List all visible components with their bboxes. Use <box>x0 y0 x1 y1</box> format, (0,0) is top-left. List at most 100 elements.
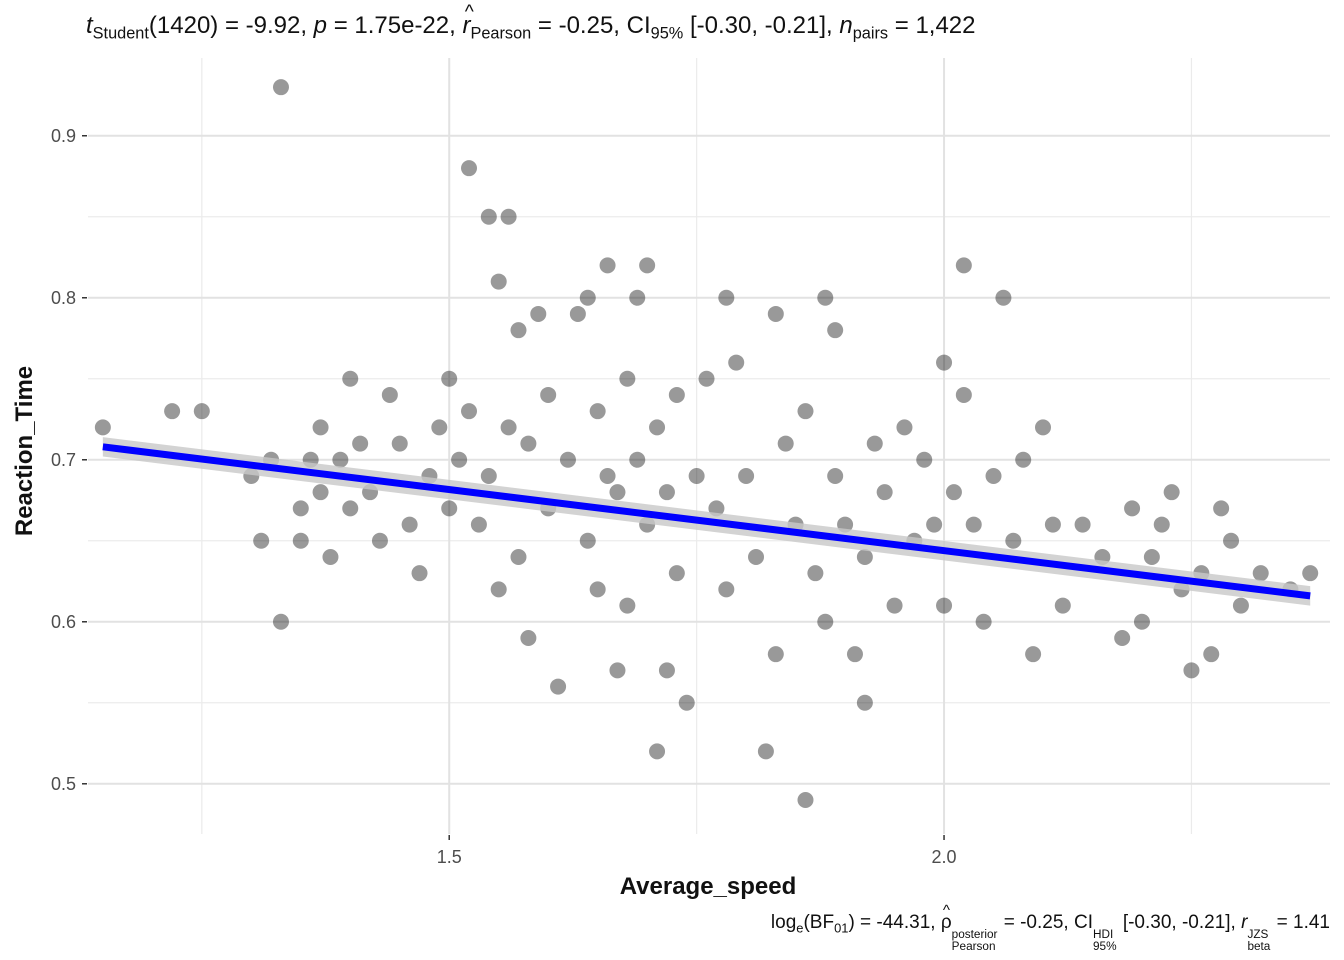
r-superscript: JZS <box>1247 928 1269 942</box>
log-label: log <box>770 912 797 933</box>
regression-line <box>102 443 1311 600</box>
data-point <box>738 467 755 484</box>
data-point <box>1252 565 1269 582</box>
data-point <box>886 597 903 614</box>
ci-subscript: 95% <box>1092 940 1117 954</box>
y-axis-title: Reaction_Time <box>11 366 38 536</box>
data-point <box>292 532 309 549</box>
data-point <box>995 289 1012 306</box>
x-tick-label: 1.5 <box>437 847 462 867</box>
data-point <box>817 613 834 630</box>
data-point <box>936 597 953 614</box>
data-point <box>530 305 547 322</box>
y-tick-label: 0.9 <box>51 126 76 146</box>
data-point <box>718 581 735 598</box>
data-point <box>609 484 626 501</box>
r-beta-value: = 1.41 <box>1271 912 1330 933</box>
data-point <box>490 273 507 290</box>
data-point <box>480 208 497 225</box>
data-point <box>1005 532 1022 549</box>
data-point <box>589 403 606 420</box>
data-point <box>609 662 626 679</box>
data-point <box>520 435 537 452</box>
data-point <box>649 743 666 760</box>
data-point <box>1232 597 1249 614</box>
data-point <box>955 257 972 274</box>
y-tick-label: 0.6 <box>51 612 76 632</box>
data-point <box>94 419 111 436</box>
data-point <box>1153 516 1170 533</box>
regression-line-group <box>102 437 1311 606</box>
axis-ticks: 0.5 0.6 0.7 0.8 0.9 1.5 2.0 <box>51 126 957 867</box>
data-point <box>698 370 715 387</box>
data-point <box>1114 629 1131 646</box>
rho-label: ρ <box>941 902 952 934</box>
data-point <box>658 662 675 679</box>
data-point <box>292 500 309 517</box>
data-point <box>451 451 468 468</box>
data-point <box>1183 662 1200 679</box>
data-point <box>827 322 844 339</box>
data-point <box>955 386 972 403</box>
data-point <box>797 791 814 808</box>
data-point <box>856 548 873 565</box>
data-point <box>461 403 478 420</box>
data-point <box>550 678 567 695</box>
data-point <box>1054 597 1071 614</box>
data-point <box>342 500 359 517</box>
data-point <box>866 435 883 452</box>
bf-subscript: 01 <box>834 920 849 936</box>
data-point <box>500 208 517 225</box>
data-point <box>599 467 616 484</box>
data-point <box>1124 500 1141 517</box>
data-point <box>322 548 339 565</box>
data-point <box>926 516 943 533</box>
data-point <box>1074 516 1091 533</box>
n-subscript: pairs <box>852 24 889 43</box>
data-point <box>1035 419 1052 436</box>
data-point <box>619 370 636 387</box>
data-point <box>678 694 695 711</box>
data-point <box>767 305 784 322</box>
ci-value: [-0.30, -0.21], <box>683 12 840 39</box>
y-tick-label: 0.5 <box>51 774 76 794</box>
data-point <box>401 516 418 533</box>
data-point <box>945 484 962 501</box>
data-point <box>312 484 329 501</box>
data-point <box>827 467 844 484</box>
data-point <box>253 532 270 549</box>
data-point <box>599 257 616 274</box>
data-point <box>1133 613 1150 630</box>
data-point <box>510 322 527 339</box>
data-point <box>480 467 497 484</box>
data-point <box>896 419 913 436</box>
data-point <box>777 435 794 452</box>
t-subscript: Student <box>92 24 149 43</box>
data-point <box>470 516 487 533</box>
data-point <box>540 386 557 403</box>
data-point <box>807 565 824 582</box>
data-point <box>272 613 289 630</box>
data-point <box>1025 646 1042 663</box>
data-point <box>441 370 458 387</box>
r-beta-label: r <box>1241 912 1248 933</box>
data-point <box>1015 451 1032 468</box>
grid-lines <box>88 58 1330 834</box>
y-tick-label: 0.7 <box>51 450 76 470</box>
data-point <box>629 451 646 468</box>
data-point <box>965 516 982 533</box>
t-label: t <box>86 12 93 39</box>
data-point <box>757 743 774 760</box>
x-axis-title: Average_speed <box>620 873 797 900</box>
data-point <box>668 386 685 403</box>
ci-value: [-0.30, -0.21], <box>1117 912 1242 933</box>
data-point <box>332 451 349 468</box>
data-point <box>164 403 181 420</box>
scatter-chart: 0.5 0.6 0.7 0.8 0.9 1.5 2.0 Average_speed Reac… <box>11 58 1330 900</box>
data-point <box>510 548 527 565</box>
data-point <box>619 597 636 614</box>
rho-superscript: posterior <box>951 928 998 942</box>
x-tick-label: 2.0 <box>932 847 957 867</box>
data-point <box>649 419 666 436</box>
